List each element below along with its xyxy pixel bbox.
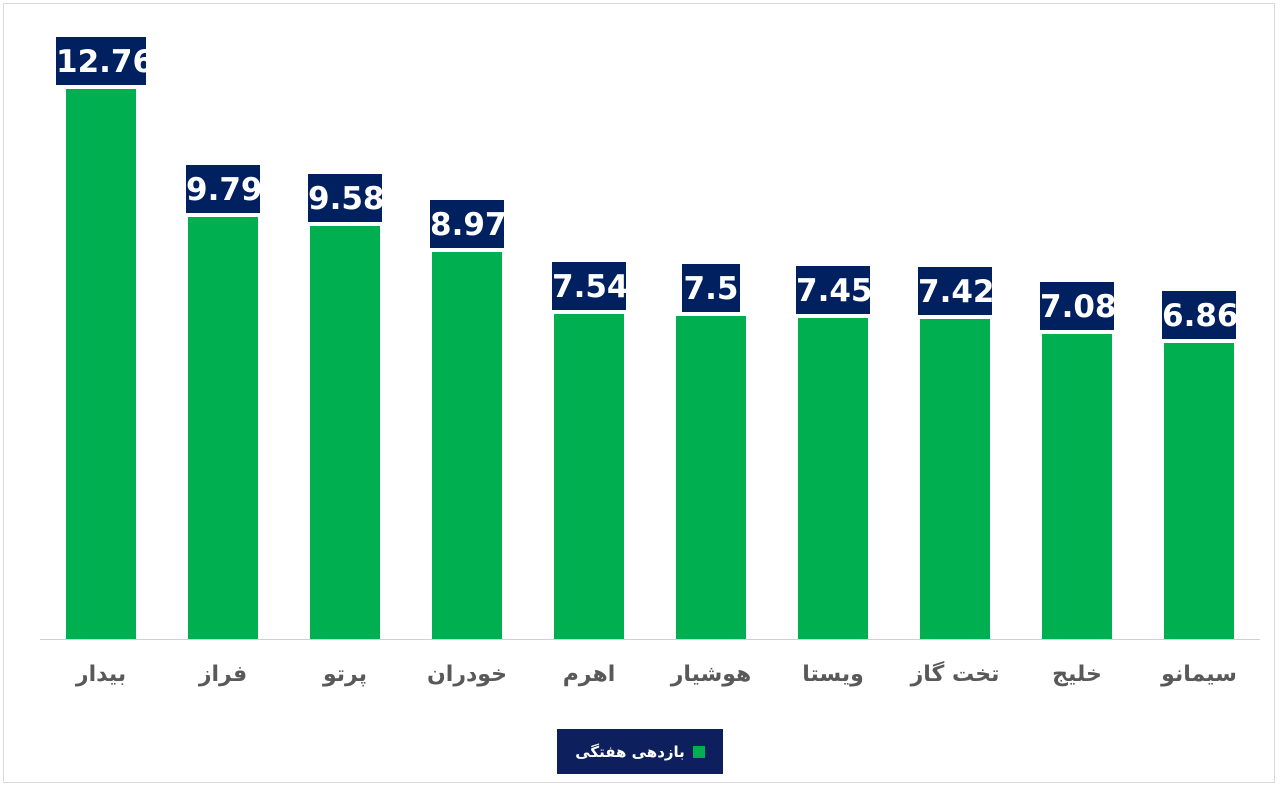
x-tick-label: خلیج: [1052, 662, 1102, 687]
data-label: 12.76: [55, 36, 154, 86]
x-tick-label: خودران: [427, 662, 507, 687]
bar: [798, 317, 868, 639]
x-tick-label: بیدار: [75, 662, 127, 687]
bar: [188, 217, 258, 639]
data-label: 7.08: [1039, 280, 1117, 331]
bar: [1042, 333, 1112, 639]
data-label: 9.79: [185, 164, 263, 215]
bar: [432, 252, 502, 639]
bar: [1164, 343, 1234, 639]
data-label: 7.45: [795, 264, 873, 315]
x-tick-label: ویستا: [802, 662, 864, 687]
data-label: 7.54: [551, 261, 629, 311]
data-label: 9.58: [307, 173, 385, 224]
bar: [554, 314, 624, 639]
x-tick-label: اهرم: [562, 662, 616, 687]
x-tick-label: تخت گاز: [910, 662, 1000, 687]
legend-swatch-icon: [692, 745, 705, 758]
data-label: 8.97: [429, 199, 507, 250]
bar: [66, 89, 136, 639]
x-axis-line: [40, 639, 1260, 640]
x-tick-label: فراز: [198, 662, 248, 687]
data-label: 7.42: [917, 266, 995, 317]
legend: بازدهی هفتگی: [557, 729, 723, 774]
data-label: 7.5: [681, 262, 741, 313]
chart-frame: [3, 3, 1275, 783]
data-label: 6.86: [1161, 290, 1239, 341]
bar: [920, 319, 990, 639]
legend-label: بازدهی هفتگی: [575, 742, 685, 761]
x-tick-label: سیمانو: [1161, 662, 1237, 687]
x-tick-label: هوشیار: [670, 662, 752, 687]
bar: [310, 226, 380, 639]
bar: [676, 315, 746, 639]
x-tick-label: پرتو: [323, 662, 367, 687]
